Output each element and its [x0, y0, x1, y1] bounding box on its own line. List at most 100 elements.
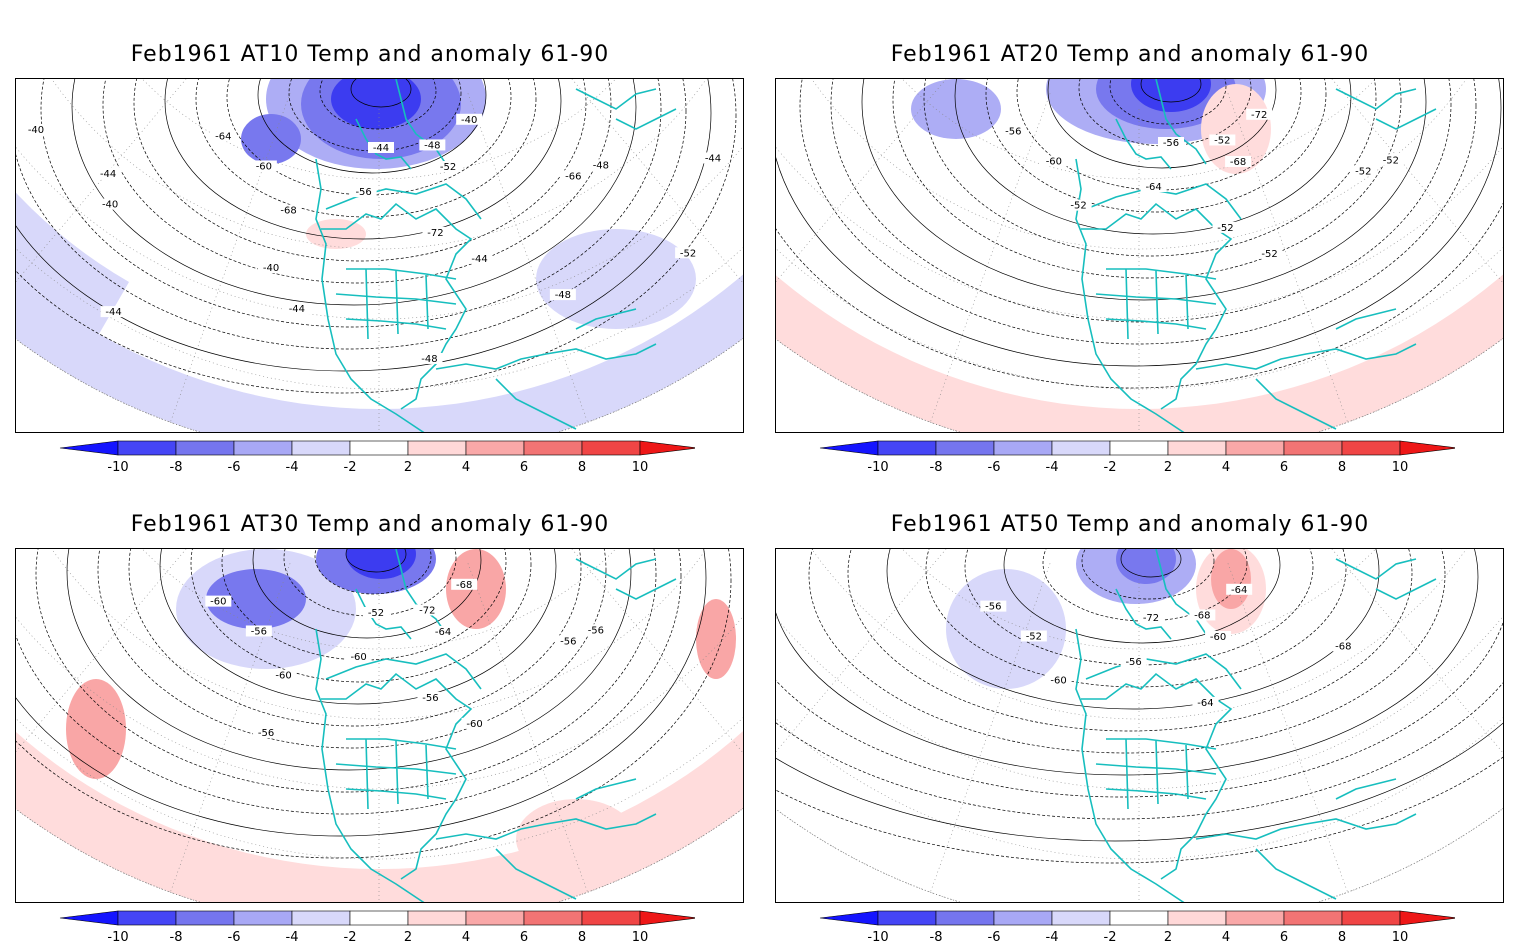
meridian-line	[1364, 549, 1503, 624]
coastline	[1155, 79, 1207, 165]
contour-label: -72	[1143, 613, 1159, 624]
coastline	[575, 308, 637, 330]
contour-label: -52	[1026, 631, 1042, 642]
coastline	[1155, 549, 1207, 635]
isotherm-contour	[16, 79, 712, 372]
coastline	[495, 848, 577, 900]
isotherm-contour	[252, 549, 482, 639]
colorbar-swatch	[523, 910, 583, 926]
colorbar-tick-label: 8	[1338, 460, 1346, 475]
colorbar-tick-label: 10	[1392, 930, 1409, 945]
contour-label: -60	[1210, 632, 1226, 643]
coastline	[1075, 158, 1185, 432]
colorbar-swatch	[407, 910, 467, 926]
isotherm-contour	[985, 79, 1327, 213]
colorbar-tick-label: 2	[1164, 460, 1172, 475]
contour-label: -64	[435, 627, 451, 638]
contour-label: -66	[565, 171, 581, 182]
map-frame[interactable]: -44 -48 -40 -52 -56 -60 -64 -68 -72 -66 -48 -44 -40 -…	[15, 78, 744, 433]
panel-title: Feb1961 AT20 Temp and anomaly 61-90	[890, 42, 1370, 67]
contour-label: -52	[1217, 223, 1233, 234]
contour-label-bg	[414, 604, 441, 616]
colorbar-swatch	[1341, 910, 1401, 926]
colorbar-tick-label: -4	[1046, 460, 1059, 475]
contour-label: -64	[1197, 698, 1213, 709]
contour-label-bg	[253, 727, 280, 739]
contour-label: -40	[102, 200, 118, 211]
contour-label: -52	[1214, 135, 1230, 146]
anomaly-region	[241, 114, 301, 164]
colorbar-swatch	[291, 910, 351, 926]
panel-at10: Feb1961 AT10 Temp and anomaly 61-90 -44-…	[0, 0, 744, 475]
isotherm-contour	[35, 549, 657, 793]
contour-label-bg	[1192, 696, 1219, 708]
contour-label-bg	[97, 198, 124, 210]
contour-label-bg	[1330, 640, 1357, 652]
contour-label: -40	[263, 263, 279, 274]
contour-label-bg	[100, 306, 127, 318]
anomaly-region	[536, 229, 696, 329]
contour-label: -56	[422, 693, 438, 704]
coastline	[1125, 268, 1189, 340]
contour-label: -44	[373, 143, 389, 154]
meridian-line	[776, 549, 947, 753]
colorbar-tick-label: 6	[520, 460, 528, 475]
isotherm-contour	[16, 549, 707, 837]
isotherm-contour	[886, 549, 1380, 710]
contour-label-bg	[422, 226, 449, 238]
coastline	[345, 318, 447, 330]
coastline	[495, 378, 577, 430]
coastline	[435, 813, 657, 840]
map-frame[interactable]: -72 -68 -64 -60 -56 -52 -56 -60 -64 -68	[775, 548, 1504, 903]
colorbar-arrow-right	[639, 440, 695, 456]
colorbar-swatch	[291, 440, 351, 456]
colorbar-tick-label: -6	[988, 460, 1001, 475]
map-frame[interactable]: -52 -72 -68 -64 -60 -56 -60 -60 -56 -56 -56 -60 -56	[15, 548, 744, 903]
contour-label-bg	[1120, 656, 1147, 668]
colorbar-swatch	[877, 910, 937, 926]
contour-label: -52	[680, 248, 696, 259]
colorbar-arrow-left	[59, 440, 119, 456]
colorbar-swatch	[117, 440, 177, 456]
map-frame[interactable]: -56 -52 -72 -68 -64 -60 -56 -52 -52 -52 -52 -52	[775, 78, 1504, 433]
contour-label-bg	[456, 113, 483, 125]
hemisphere-mask	[776, 79, 1503, 432]
colorbar-tick-label: -8	[930, 460, 943, 475]
colorbar-arrow-left	[819, 440, 879, 456]
contour-label-bg	[283, 303, 310, 315]
coastline	[395, 79, 447, 165]
contour-label-bg	[1020, 630, 1047, 642]
colorbar-swatch	[1051, 440, 1111, 456]
coastline	[1335, 558, 1417, 580]
isotherm-contour	[1003, 549, 1281, 644]
isotherm-contour	[314, 549, 432, 595]
colorbar-tick-label: 6	[1280, 460, 1288, 475]
anomaly-region	[206, 569, 306, 629]
colorbar-tick-label: 8	[578, 930, 586, 945]
colorbar-swatch	[993, 910, 1053, 926]
colorbar-tick-label: 4	[462, 460, 470, 475]
map-layers: -52 -72 -68 -64 -60 -56 -60 -60 -56 -56 -56 -60 -56	[16, 549, 743, 902]
coastline	[1105, 318, 1207, 330]
map-at10: -44 -48 -40 -52 -56 -60 -64 -68 -72 -66 -48 -44 -40 -…	[16, 79, 743, 432]
contour-label: -52	[1355, 166, 1371, 177]
contour-label-bg	[1140, 181, 1167, 193]
contour-label: -56	[251, 626, 267, 637]
contour-label-bg	[549, 289, 576, 301]
isotherm-contour	[776, 722, 1503, 842]
isotherm-contour	[1109, 79, 1227, 125]
contour-label: -60	[466, 719, 482, 730]
coastline	[1085, 653, 1242, 690]
meridian-line	[1331, 549, 1503, 754]
coastline	[1255, 378, 1337, 430]
isotherm-contour	[226, 79, 512, 196]
contour-label-bg	[23, 123, 49, 135]
colorbar-tick-label: 4	[1222, 460, 1230, 475]
meridian-line	[776, 79, 914, 154]
contour-label: -56	[985, 602, 1001, 613]
contour-label-bg	[435, 160, 462, 172]
colorbar-tick-label: 6	[1280, 930, 1288, 945]
colorbar-arrow-left	[819, 910, 879, 926]
contour-label: -56	[258, 728, 274, 739]
colorbar-swatch	[1283, 440, 1343, 456]
